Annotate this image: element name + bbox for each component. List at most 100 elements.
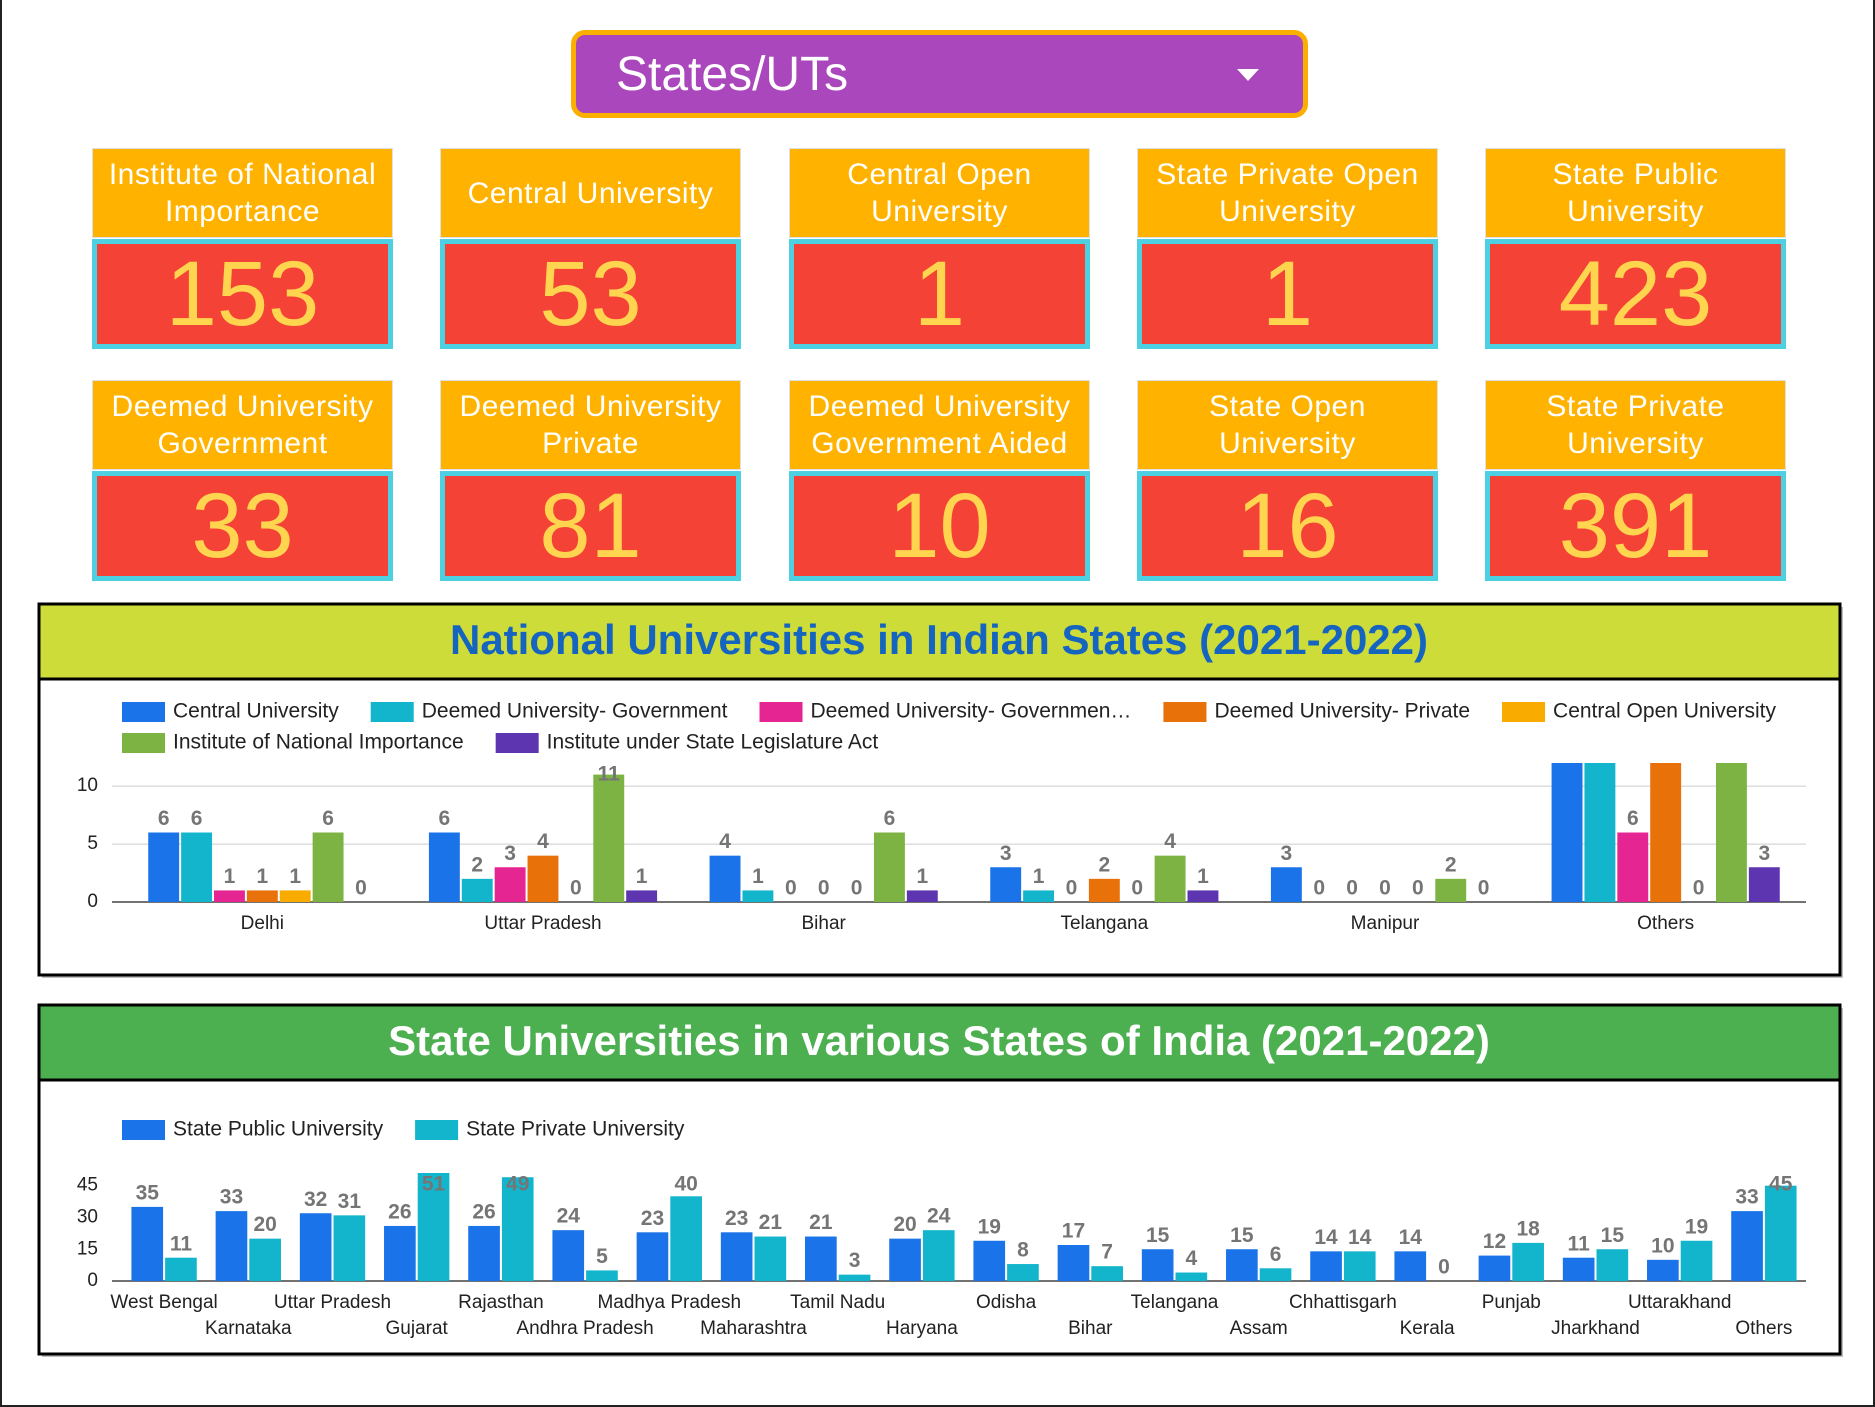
value-label: 20 bbox=[893, 1213, 916, 1236]
x-tick-label: Chhattisgarh bbox=[1289, 1292, 1397, 1313]
value-label: 7 bbox=[1101, 1241, 1113, 1264]
kpi-card: Deemed University Government 33 bbox=[92, 380, 393, 581]
x-tick-label: Kerala bbox=[1400, 1318, 1455, 1339]
x-tick-label: West Bengal bbox=[110, 1292, 217, 1313]
bar bbox=[1551, 763, 1583, 902]
bars bbox=[148, 763, 1780, 902]
value-label: 1 bbox=[256, 865, 268, 888]
dropdown-label: States/UTs bbox=[616, 47, 849, 101]
legend-label: Central University bbox=[173, 700, 339, 723]
value-label: 2 bbox=[471, 853, 483, 876]
value-label: 23 bbox=[725, 1207, 748, 1230]
y-tick-label: 0 bbox=[87, 1270, 98, 1291]
value-label: 14 bbox=[1314, 1226, 1338, 1249]
kpi-card: Central University 53 bbox=[440, 148, 741, 349]
value-label: 51 bbox=[422, 1173, 446, 1196]
bar bbox=[586, 1270, 618, 1281]
bar bbox=[1435, 878, 1467, 902]
kpi-card: Central Open University 1 bbox=[789, 148, 1090, 349]
value-label: 14 bbox=[1399, 1226, 1423, 1249]
legend-label: Central Open University bbox=[1553, 700, 1776, 723]
dropdown-arrow bbox=[1237, 69, 1259, 81]
x-tick-label: Bihar bbox=[1068, 1318, 1113, 1339]
value-label: 23 bbox=[641, 1207, 664, 1230]
bar bbox=[1141, 1249, 1174, 1281]
bar bbox=[805, 1236, 837, 1281]
x-tick-label: Others bbox=[1735, 1318, 1792, 1339]
card-title: State Private Open University bbox=[1137, 148, 1438, 238]
bar bbox=[1007, 1264, 1039, 1281]
chart-title-bar bbox=[37, 602, 1842, 681]
value-label: 4 bbox=[1185, 1247, 1197, 1270]
bar bbox=[527, 855, 559, 902]
kpi-card: State Public University 423 bbox=[1485, 148, 1786, 349]
bar bbox=[1650, 763, 1682, 902]
card-title: Central University bbox=[440, 148, 741, 238]
bar bbox=[990, 867, 1022, 902]
bar bbox=[1764, 1185, 1797, 1281]
value-label: 40 bbox=[674, 1173, 697, 1196]
card-value: 423 bbox=[1485, 239, 1786, 349]
y-tick-label: 0 bbox=[87, 891, 98, 912]
bar bbox=[1259, 1268, 1292, 1281]
value-label: 6 bbox=[322, 807, 334, 830]
value-label: 1 bbox=[1197, 865, 1209, 888]
value-label: 0 bbox=[851, 877, 863, 900]
bar bbox=[670, 1196, 702, 1281]
x-tick-label: Gujarat bbox=[386, 1318, 449, 1339]
legend-label: State Private University bbox=[466, 1118, 685, 1141]
value-label: 3 bbox=[849, 1249, 861, 1272]
value-label: 0 bbox=[570, 877, 582, 900]
value-label: 6 bbox=[439, 807, 451, 830]
y-tick-label: 5 bbox=[87, 833, 98, 854]
bar bbox=[1088, 878, 1120, 902]
legend-label: Deemed University- Government bbox=[422, 700, 728, 723]
x-tick-label: Delhi bbox=[241, 913, 284, 934]
kpi-card: Deemed University Government Aided 10 bbox=[789, 380, 1090, 581]
value-label: 3 bbox=[1281, 842, 1293, 865]
y-tick-label: 30 bbox=[77, 1206, 98, 1227]
bar bbox=[215, 1211, 248, 1281]
value-label: 5 bbox=[596, 1245, 608, 1268]
state-dropdown[interactable]: States/UTs bbox=[571, 30, 1308, 118]
bar bbox=[1731, 1211, 1763, 1281]
x-tick-label: Tamil Nadu bbox=[790, 1292, 885, 1313]
kpi-card: State Private University 391 bbox=[1485, 380, 1786, 581]
card-value: 81 bbox=[440, 471, 741, 581]
bars bbox=[131, 1173, 1797, 1281]
bar bbox=[279, 890, 311, 902]
bar bbox=[873, 832, 905, 902]
bar bbox=[384, 1225, 416, 1281]
bar bbox=[246, 890, 278, 902]
bar bbox=[1226, 1249, 1258, 1281]
kpi-card: Institute of National Importance 153 bbox=[92, 148, 393, 349]
card-value: 391 bbox=[1485, 471, 1786, 581]
bar bbox=[742, 890, 774, 902]
chart-title-bar bbox=[37, 1003, 1842, 1082]
legend-swatch bbox=[122, 702, 165, 722]
value-label: 26 bbox=[388, 1200, 411, 1223]
bar bbox=[1512, 1242, 1544, 1281]
y-tick-label: 45 bbox=[77, 1175, 98, 1196]
legend-swatch bbox=[759, 702, 803, 722]
x-tick-label: Others bbox=[1637, 913, 1694, 934]
card-value: 153 bbox=[92, 239, 393, 349]
value-label: 33 bbox=[220, 1186, 243, 1209]
value-label: 17 bbox=[1062, 1220, 1085, 1243]
bar bbox=[1584, 763, 1616, 902]
value-label: 2 bbox=[1445, 853, 1457, 876]
value-label: 6 bbox=[884, 807, 896, 830]
x-tick-label: Telangana bbox=[1060, 913, 1148, 934]
value-label: 0 bbox=[1346, 877, 1358, 900]
value-label: 11 bbox=[598, 763, 621, 786]
value-label: 19 bbox=[1685, 1215, 1708, 1238]
bar bbox=[468, 1225, 500, 1281]
value-label: 1 bbox=[916, 865, 928, 888]
x-tick-label: Punjab bbox=[1482, 1292, 1541, 1313]
value-label: 11 bbox=[1568, 1232, 1591, 1255]
value-label: 6 bbox=[1270, 1243, 1282, 1266]
value-label: 32 bbox=[304, 1188, 327, 1211]
x-tick-label: Bihar bbox=[801, 913, 846, 934]
value-label: 1 bbox=[752, 865, 764, 888]
